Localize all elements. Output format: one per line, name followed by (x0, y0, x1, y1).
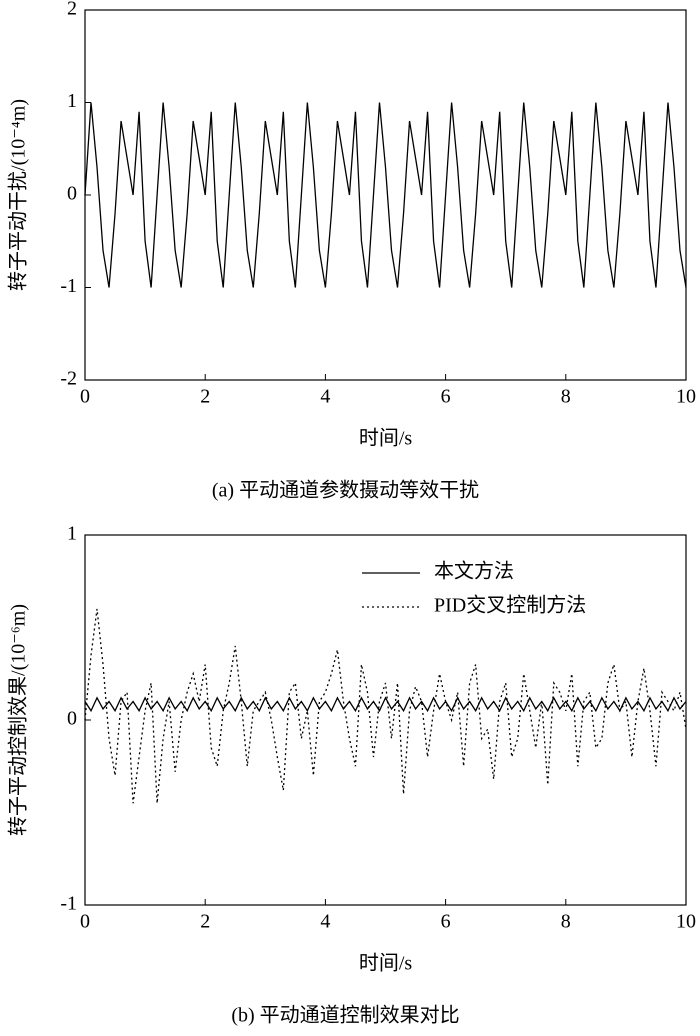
x-tick-label: 10 (676, 386, 696, 408)
y-tick-label: 2 (67, 0, 77, 20)
y-axis-label: 转子平动干扰/(10⁻⁴m) (7, 99, 30, 291)
plot-frame (84, 9, 687, 381)
series-line (84, 608, 687, 804)
y-tick-label: -1 (60, 275, 77, 297)
x-tick-label: 4 (320, 911, 330, 933)
x-tick-label: 2 (200, 911, 210, 933)
x-tick-label: 8 (561, 911, 571, 933)
x-tick-label: 2 (200, 386, 210, 408)
x-tick-label: 0 (80, 911, 90, 933)
x-tick-label: 6 (441, 386, 451, 408)
y-tick-label: 1 (67, 90, 77, 112)
x-axis-label: 时间/s (359, 952, 413, 975)
caption: (a) 平动通道参数摄动等效干扰 (212, 479, 479, 502)
y-tick-label: -1 (60, 893, 77, 915)
y-axis-label: 转子平动控制效果/(10⁻⁶m) (7, 604, 30, 836)
caption: (b) 平动通道控制效果对比 (231, 1004, 459, 1027)
x-axis-label: 时间/s (359, 427, 413, 450)
x-tick-label: 10 (676, 911, 696, 933)
legend-label: PID交叉控制方法 (434, 594, 586, 617)
y-tick-label: 1 (67, 523, 77, 545)
plot-frame (84, 534, 687, 906)
y-tick-label: 0 (67, 708, 77, 730)
legend-label: 本文方法 (434, 560, 514, 583)
series-line (84, 102, 687, 288)
x-tick-label: 6 (441, 911, 451, 933)
y-tick-label: -2 (60, 368, 77, 390)
x-tick-label: 0 (80, 386, 90, 408)
x-tick-label: 4 (320, 386, 330, 408)
x-tick-label: 8 (561, 386, 571, 408)
series-line (84, 696, 687, 713)
y-tick-label: 0 (67, 183, 77, 205)
